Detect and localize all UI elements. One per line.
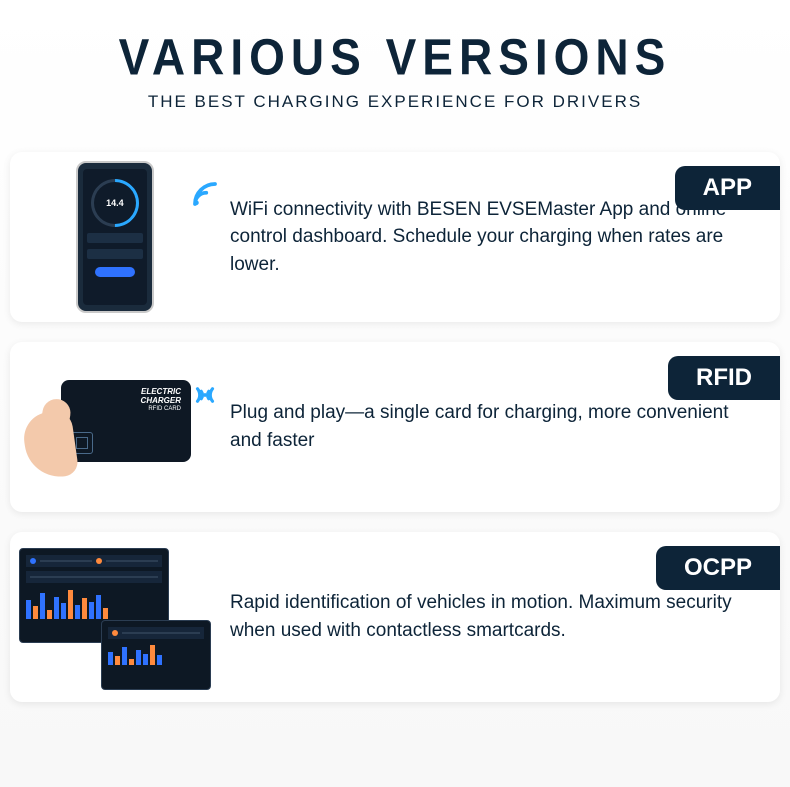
gauge-value: 14.4 [106,198,124,208]
description-ocpp: Rapid identification of vehicles in moti… [230,589,740,644]
badge-rfid: RFID [668,356,780,400]
phone-mock: 14.4 [76,161,154,313]
gauge-icon: 14.4 [81,169,149,237]
nfc-icon [190,380,220,415]
badge-ocpp: OCPP [656,546,780,590]
rfid-text-3: RFID CARD [71,406,181,413]
dashboard-monitors [15,542,215,692]
description-app: WiFi connectivity with BESEN EVSEMaster … [230,196,740,279]
phone-cta-button [95,267,134,277]
visual-app: 14.4 [10,161,220,313]
page-subtitle: THE BEST CHARGING EXPERIENCE FOR DRIVERS [0,92,790,112]
hand-holding-card: ELECTRIC CHARGER RFID CARD [25,362,205,492]
feature-card-app: APP 14.4 WiFi connectivity with BESEN EV… [10,152,780,322]
monitor-small [101,620,211,690]
feature-card-ocpp: OCPP Rapid identification of vehicles in… [10,532,780,702]
header: VARIOUS VERSIONS THE BEST CHARGING EXPER… [0,0,790,132]
wifi-icon [190,179,220,214]
badge-app: APP [675,166,780,210]
visual-ocpp [10,542,220,692]
description-rfid: Plug and play—a single card for charging… [230,399,740,454]
rfid-text-2: CHARGER [71,397,181,406]
rfid-card: ELECTRIC CHARGER RFID CARD [61,380,191,462]
visual-rfid: ELECTRIC CHARGER RFID CARD [10,362,220,492]
page-title: VARIOUS VERSIONS [0,27,790,86]
feature-card-rfid: RFID ELECTRIC CHARGER RFID CARD Plug and… [10,342,780,512]
